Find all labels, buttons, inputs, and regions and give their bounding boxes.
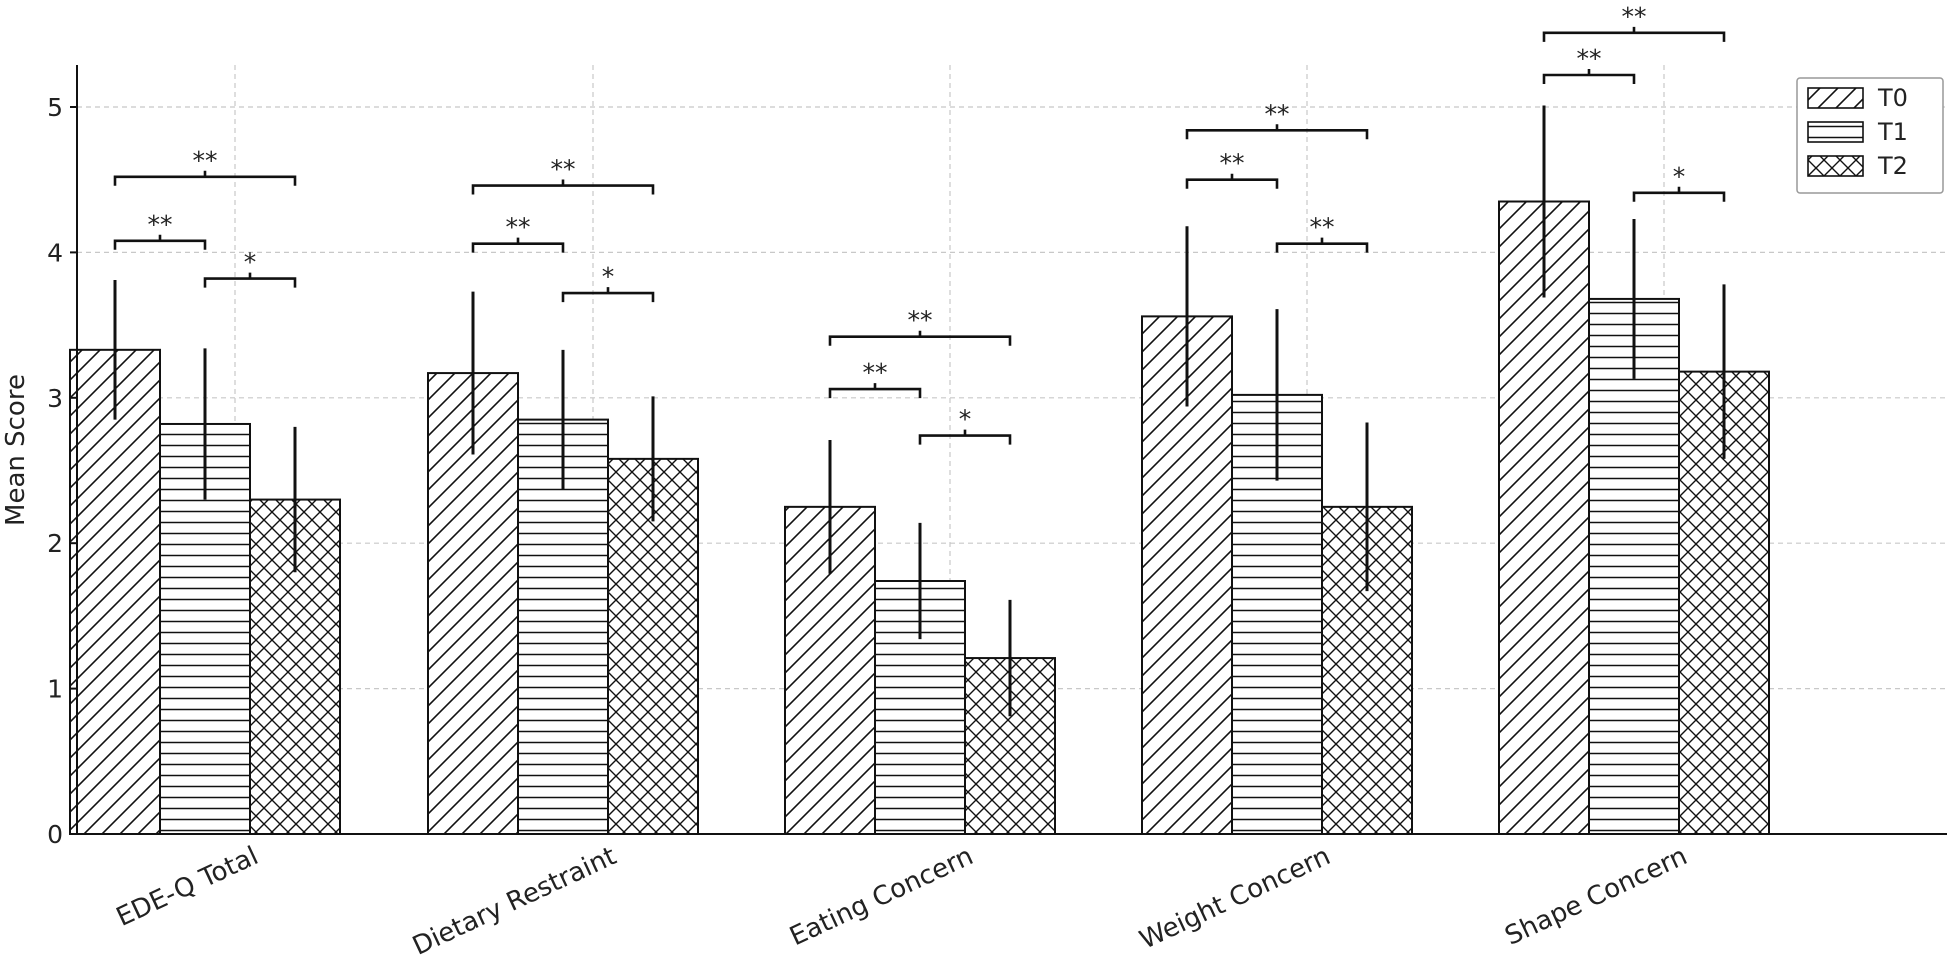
legend-swatch-t2 xyxy=(1807,155,1864,177)
significance-label: ** xyxy=(148,210,173,239)
significance-bracket xyxy=(561,287,655,303)
significance-bracket xyxy=(1632,186,1726,202)
y-tick-label: 1 xyxy=(47,675,63,704)
significance-label: ** xyxy=(1220,149,1245,178)
axes xyxy=(76,65,1947,835)
y-axis-label: Mean Score xyxy=(1,374,31,526)
significance-label: * xyxy=(244,248,257,277)
significance-bracket xyxy=(1185,124,1369,140)
x-tick-label: Eating Concern xyxy=(785,841,978,952)
significance-label: ** xyxy=(1310,213,1335,242)
significance-label: * xyxy=(602,262,615,291)
significance-label: ** xyxy=(506,213,531,242)
legend-label: T0 xyxy=(1877,84,1908,112)
significance-bracket xyxy=(1185,173,1279,189)
x-tick-label: Weight Concern xyxy=(1135,841,1335,955)
x-tick-label: Dietary Restraint xyxy=(408,841,621,962)
y-tick-label: 3 xyxy=(47,384,63,413)
significance-label: ** xyxy=(1577,44,1602,73)
y-tick-label: 0 xyxy=(47,820,63,849)
significance-bracket xyxy=(1542,69,1636,85)
significance-bracket xyxy=(113,234,207,250)
y-ticks: 0 1 2 3 4 5 xyxy=(47,93,77,849)
significance-label: ** xyxy=(908,306,933,335)
significance-label: ** xyxy=(551,155,576,184)
significance-bracket xyxy=(918,429,1012,445)
significance-label: ** xyxy=(863,358,888,387)
y-tick-label: 4 xyxy=(47,238,63,267)
significance-bracket xyxy=(1542,26,1726,42)
bar-t0 xyxy=(69,348,161,835)
significance-bracket xyxy=(113,170,297,186)
significance-bracket xyxy=(471,179,655,195)
y-tick-label: 2 xyxy=(47,529,63,558)
y-tick-label: 5 xyxy=(47,93,63,122)
significance-bracket xyxy=(203,272,297,288)
x-tick-label: Shape Concern xyxy=(1501,841,1692,952)
legend-swatch-t1 xyxy=(1807,121,1864,143)
legend-label: T2 xyxy=(1877,152,1908,180)
significance-label: ** xyxy=(1265,99,1290,128)
significance-label: * xyxy=(1673,162,1686,191)
x-tick-labels: EDE-Q Total Dietary Restraint Eating Conce… xyxy=(112,841,1692,962)
bar-t1 xyxy=(1588,297,1680,836)
legend: T0 T1 T2 xyxy=(1796,77,1944,194)
significance-label: ** xyxy=(1622,2,1647,31)
legend-label: T1 xyxy=(1877,118,1908,146)
significance-bracket xyxy=(471,237,565,253)
significance-label: * xyxy=(959,405,972,434)
x-tick-label: EDE-Q Total xyxy=(112,841,263,933)
bars xyxy=(69,200,1770,836)
significance-bracket xyxy=(1275,237,1369,253)
significance-label: ** xyxy=(193,146,218,175)
significance-bracket xyxy=(828,330,1012,346)
legend-swatch-t0 xyxy=(1807,87,1864,109)
error-bars xyxy=(113,105,1726,717)
significance-brackets: ************************** xyxy=(113,2,1726,445)
significance-bracket xyxy=(828,383,922,399)
